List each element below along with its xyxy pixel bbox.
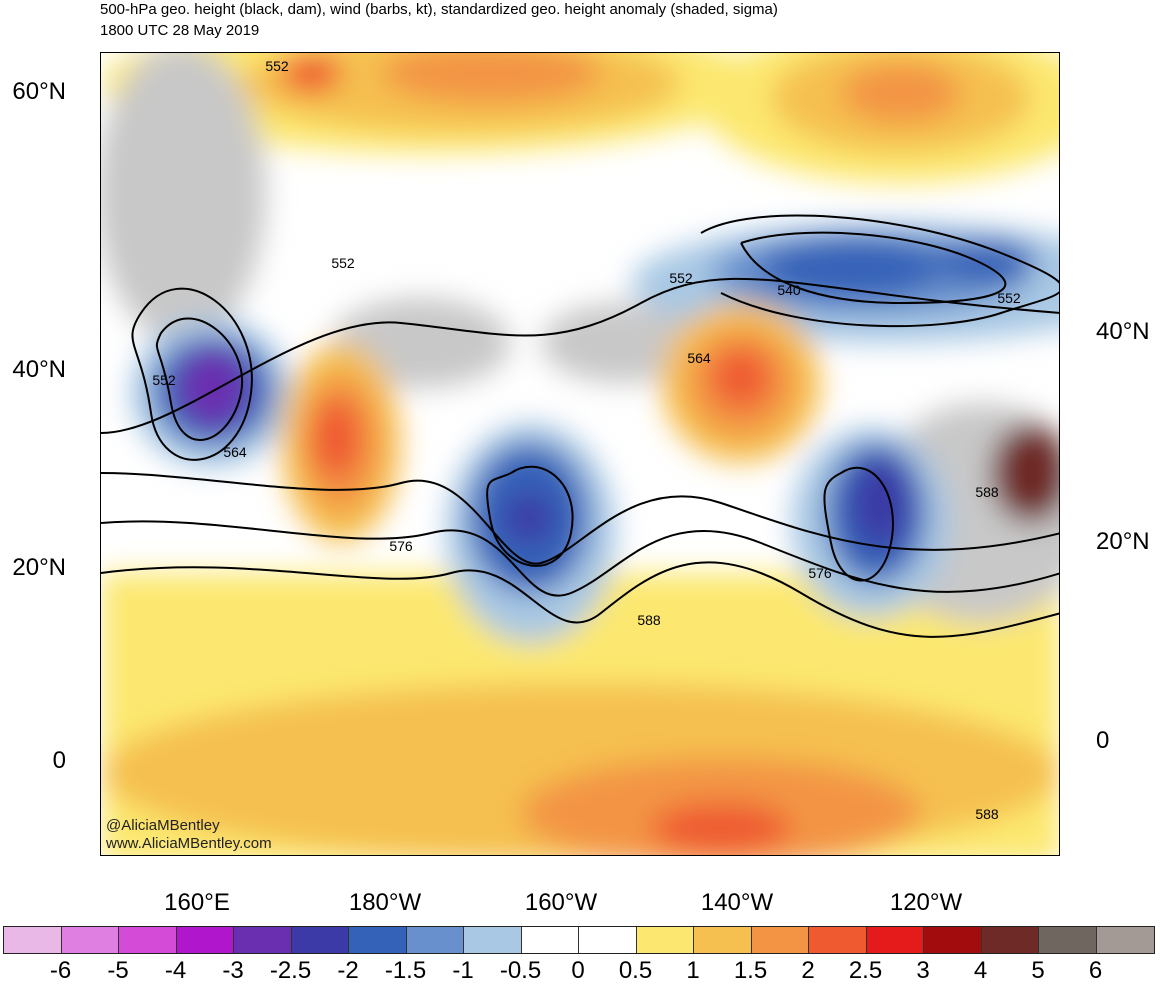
colorbar-tick-label: -0.5	[499, 957, 542, 984]
contour-label: 564	[687, 350, 711, 366]
anomaly-shading	[101, 53, 1059, 855]
lon-label-180w: 180°W	[348, 889, 422, 916]
colorbar-swatch	[119, 927, 177, 953]
colorbar-swatch	[924, 927, 982, 953]
colorbar-swatch	[1039, 927, 1097, 953]
lat-label-20n: 20°N	[12, 554, 66, 581]
colorbar-tick-label: -5	[107, 957, 129, 984]
colorbar-tick-label: -4	[164, 957, 187, 984]
lat-label-right-0: 0	[1096, 727, 1110, 754]
colorbar-tick-label: 0.5	[618, 957, 653, 984]
colorbar-swatch	[636, 927, 694, 953]
colorbar-tick-label: 6	[1088, 957, 1103, 984]
colorbar-swatch	[866, 927, 924, 953]
contour-label: 552	[265, 58, 289, 74]
lat-label-0: 0	[52, 747, 66, 774]
contour-label: 588	[975, 484, 999, 500]
contour-label: 540	[777, 282, 801, 298]
colorbar-swatch	[694, 927, 752, 953]
contour-label: 552	[152, 372, 176, 388]
colorbar-tick-label: 1	[686, 957, 700, 984]
colorbar-swatch	[464, 927, 522, 953]
colorbar-swatch	[809, 927, 867, 953]
contour-label: 552	[997, 290, 1021, 306]
colorbar-swatch	[406, 927, 464, 953]
contour-label: 588	[975, 806, 999, 822]
contour-label: 564	[223, 444, 247, 460]
lat-label-60n: 60°N	[12, 78, 66, 105]
colorbar-tick-label: -3	[222, 957, 244, 984]
colorbar-tick-label: -2	[337, 957, 359, 984]
colorbar-swatch	[61, 927, 119, 953]
colorbar-tick-label: 2.5	[848, 957, 883, 984]
colorbar-swatch	[291, 927, 349, 953]
lon-label-160e: 160°E	[164, 889, 230, 916]
lon-label-120w: 120°W	[889, 889, 963, 916]
lon-label-160w: 160°W	[524, 889, 598, 916]
contour-label: 576	[389, 538, 413, 554]
contour-label: 552	[331, 255, 355, 271]
contour-label: 552	[669, 270, 693, 286]
colorbar-swatch	[4, 927, 62, 953]
colorbar-swatch	[521, 927, 579, 953]
colorbar-tick-label: -6	[49, 957, 72, 984]
colorbar-swatch	[176, 927, 234, 953]
lat-label-40n: 40°N	[12, 356, 66, 383]
colorbar-tick-label: -1.5	[384, 957, 427, 984]
map-canvas: 552 552 552 552 540 552 564 564 576 576 588 588 588	[101, 53, 1059, 855]
contour-label: 576	[808, 565, 832, 581]
colorbar-swatch	[234, 927, 292, 953]
colorbar-tick-label: 3	[916, 957, 930, 984]
colorbar-tick-label: -2.5	[269, 957, 312, 984]
colorbar-swatch	[751, 927, 809, 953]
credit-website: www.AliciaMBentley.com	[106, 835, 272, 852]
colorbar-swatch	[349, 927, 407, 953]
colorbar-tick-label: 2	[801, 957, 815, 984]
colorbar-tick-label: -1	[452, 957, 474, 984]
lon-label-140w: 140°W	[700, 889, 774, 916]
colorbar-swatch	[1096, 927, 1154, 953]
colorbar-tick-label: 5	[1031, 957, 1045, 984]
contour-label: 588	[637, 612, 661, 628]
lat-label-right-40n: 40°N	[1096, 318, 1150, 345]
map-title: 500-hPa geo. height (black, dam), wind (…	[100, 1, 778, 18]
colorbar	[3, 926, 1155, 954]
credit-twitter: @AliciaMBentley	[106, 817, 220, 834]
colorbar-swatch	[981, 927, 1039, 953]
lat-label-right-20n: 20°N	[1096, 528, 1150, 555]
map-valid-time: 1800 UTC 28 May 2019	[100, 22, 260, 39]
map-panel: 552 552 552 552 540 552 564 564 576 576 588 588 588	[100, 52, 1060, 856]
colorbar-swatch	[579, 927, 637, 953]
colorbar-tick-label: 4	[973, 957, 988, 984]
colorbar-tick-label: 0	[571, 957, 585, 984]
height-contours	[101, 214, 1059, 638]
colorbar-tick-label: 1.5	[733, 957, 768, 984]
